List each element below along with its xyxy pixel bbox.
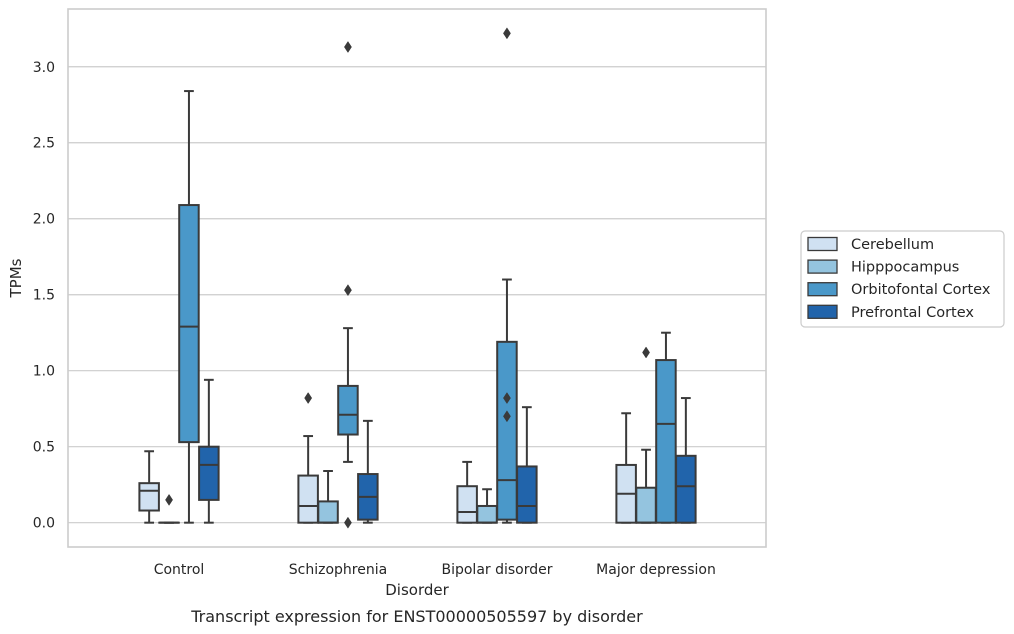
- legend-swatch: [807, 259, 838, 274]
- x-tick-label: Control: [154, 562, 205, 578]
- box-body: [317, 500, 339, 524]
- legend-swatch: [807, 304, 838, 319]
- box-prefrontal-cortex-3: [675, 397, 697, 524]
- box-cerebellum-2: [456, 460, 478, 524]
- y-tick-label: 3.0: [33, 60, 55, 76]
- box-cerebellum-1: [297, 392, 319, 524]
- legend-label: Cerebellum: [851, 237, 934, 253]
- box-body: [297, 474, 319, 524]
- box-body: [655, 359, 677, 524]
- legend-label: Hipppocampus: [851, 260, 959, 276]
- box-orbitofontal-cortex-1: [337, 41, 359, 529]
- outlier-point: [503, 392, 511, 405]
- box-cerebellum-0: [138, 450, 160, 524]
- legend-label: Prefrontal Cortex: [851, 305, 974, 321]
- y-tick-label: 1.5: [33, 288, 55, 304]
- box-hipppocampus-1: [317, 470, 339, 524]
- box-prefrontal-cortex-0: [198, 378, 220, 524]
- box-body: [476, 504, 498, 524]
- tick-labels: 0.0 0.5 1.0 1.5 2.0 2.5 3.0 Control Schizophreni…: [33, 60, 716, 578]
- box-body: [198, 445, 220, 501]
- box-orbitofontal-cortex-3: [655, 331, 677, 524]
- legend-swatch: [807, 282, 838, 297]
- outlier-point: [503, 410, 511, 423]
- box-prefrontal-cortex-1: [357, 419, 379, 524]
- legend-label: Orbitofontal Cortex: [851, 282, 991, 298]
- x-tick-label: Schizophrenia: [289, 562, 387, 578]
- box-orbitofontal-cortex-2: [496, 27, 518, 524]
- y-tick-label: 0.5: [33, 440, 55, 456]
- box-prefrontal-cortex-2: [516, 406, 538, 524]
- y-tick-label: 2.0: [33, 212, 55, 228]
- legend-frame: [800, 230, 1005, 328]
- box-hipppocampus-0: [158, 493, 180, 524]
- outlier-point: [304, 392, 313, 405]
- legend: Cerebellum Hipppocampus Orbitofontal Corte…: [800, 230, 1005, 328]
- plot-area: [67, 8, 767, 548]
- x-tick-label: Bipolar disorder: [441, 562, 552, 578]
- boxes: [138, 27, 697, 529]
- x-axis-label: Disorder: [385, 581, 449, 599]
- y-tick-label: 1.0: [33, 364, 55, 380]
- box-cerebellum-3: [615, 412, 637, 524]
- outlier-point: [503, 27, 511, 40]
- box-body: [138, 482, 160, 512]
- box-body: [675, 454, 697, 524]
- y-axis-label: TPMs: [7, 258, 25, 298]
- box-body: [337, 384, 359, 436]
- box-body: [456, 485, 478, 524]
- outlier-point: [642, 346, 650, 359]
- box-body: [178, 204, 200, 444]
- outlier-point: [344, 516, 352, 529]
- box-body: [516, 465, 538, 524]
- legend-swatch: [807, 236, 838, 252]
- box-orbitofontal-cortex-0: [178, 90, 200, 524]
- y-tick-label: 2.5: [33, 136, 55, 152]
- x-tick-label: Major depression: [596, 562, 716, 578]
- box-body: [496, 340, 518, 521]
- outlier-point: [165, 493, 173, 506]
- box-body: [635, 486, 657, 524]
- outlier-point: [344, 284, 352, 297]
- chart-caption: Transcript expression for ENST0000050559…: [190, 607, 643, 626]
- outlier-point: [344, 41, 352, 53]
- y-tick-label: 0.0: [33, 516, 55, 532]
